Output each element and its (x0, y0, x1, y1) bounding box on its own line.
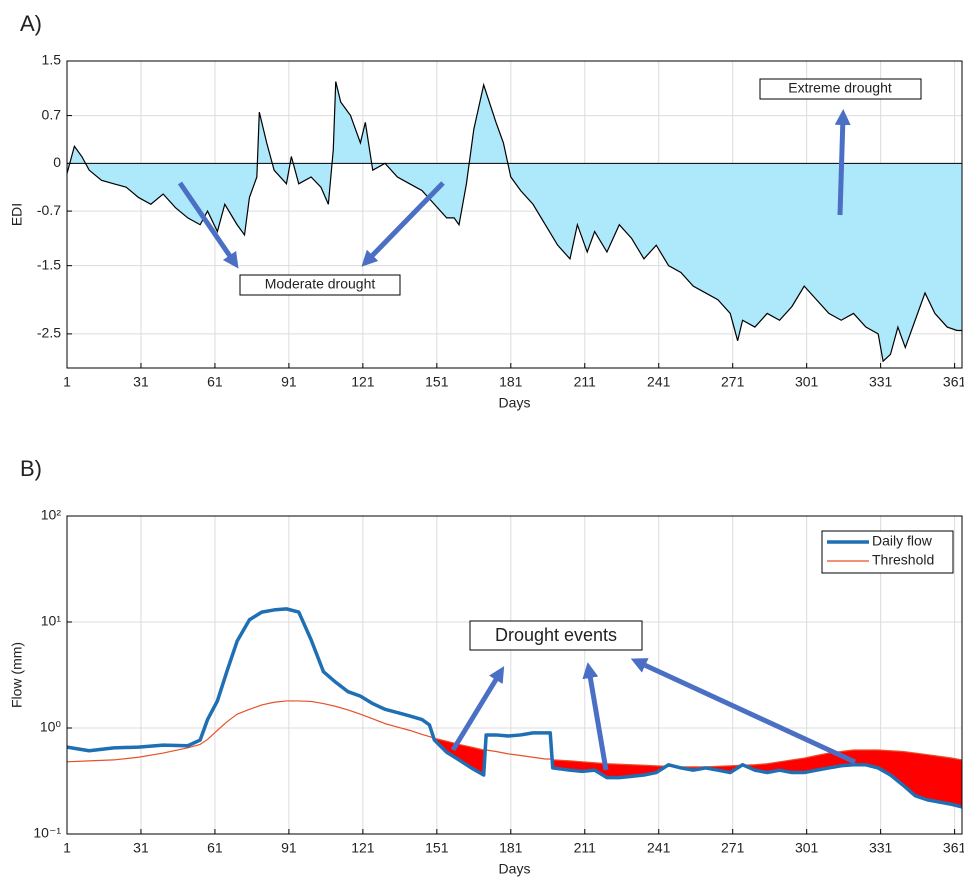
series-line (66, 700, 963, 768)
drought-fill (927, 754, 941, 803)
y-tick-label: 0 (53, 154, 61, 170)
y-tick-label: 10¹ (41, 613, 62, 629)
drought-fill (914, 752, 928, 801)
panel: 1.5 0.7 0 -0.7 -1.5 -2.5 1 31 61 91 121 151 181 211 24… (9, 11, 964, 411)
legend-box (821, 530, 954, 574)
annotation-box (239, 274, 401, 296)
y-axis-label: EDI (9, 203, 25, 226)
x-tick-label: 271 (721, 374, 745, 390)
x-tick-label: 361 (943, 840, 964, 856)
x-tick-label: 181 (499, 840, 523, 856)
x-tick-label: 301 (795, 840, 819, 856)
arrow (834, 109, 851, 216)
axes-border (66, 515, 963, 835)
drought-fill (853, 749, 867, 766)
area-fill (67, 81, 962, 362)
y-tick-label: -1.5 (37, 256, 61, 272)
y-tick-label: 10⁰ (40, 719, 62, 735)
arrow (177, 181, 239, 269)
annotation: Extreme drought (788, 80, 892, 96)
x-tick-label: 211 (574, 374, 597, 390)
drought-fill (951, 757, 963, 808)
annotation-box (759, 78, 922, 100)
x-tick-label: 151 (425, 840, 449, 856)
annotation-box (469, 620, 643, 651)
x-tick-label: 121 (351, 374, 375, 390)
panel: 10⁻¹ 10⁰ 10¹ 10² 1 31 61 91 121 151 181 211 241 271 30… (9, 456, 964, 877)
x-tick-label: 61 (207, 840, 223, 856)
axes-border (66, 60, 963, 369)
x-tick-label: 61 (207, 374, 223, 390)
panel-label: B) (20, 456, 42, 481)
y-tick-label: 1.5 (42, 52, 62, 68)
x-tick-label: 1 (63, 840, 71, 856)
x-tick-label: 31 (133, 374, 149, 390)
arrow (361, 181, 445, 267)
arrow (450, 666, 505, 752)
arrow (582, 662, 609, 771)
series-line (66, 607, 963, 809)
panel-label: A) (20, 11, 42, 36)
annotations-a: Moderate drought Extreme drought (177, 78, 922, 296)
y-tick-label: 10⁻¹ (33, 825, 61, 841)
annotation: Drought events (495, 625, 617, 645)
x-tick-label: 331 (869, 840, 893, 856)
x-tick-label: 31 (133, 840, 149, 856)
y-tick-label: 10² (41, 507, 62, 523)
drought-fill (606, 763, 620, 778)
x-tick-label: 331 (869, 374, 893, 390)
annotations-b: Drought events (450, 620, 857, 771)
x-tick-label: 301 (795, 374, 819, 390)
x-tick-label: 91 (281, 840, 297, 856)
x-tick-label: 211 (574, 840, 597, 856)
drought-fill (939, 756, 953, 805)
x-tick-label: 1 (63, 374, 71, 390)
plots: 1.5 0.7 0 -0.7 -1.5 -2.5 1 31 61 91 121 151 181 211 24… (9, 11, 964, 877)
y-tick-label: -2.5 (37, 325, 61, 341)
x-tick-label: 151 (425, 374, 449, 390)
y-tick-label: 0.7 (42, 106, 62, 122)
legend-label: Threshold (872, 552, 934, 568)
y-axis-label: Flow (mm) (9, 642, 25, 708)
x-axis-label: Days (499, 395, 531, 411)
x-tick-label: 181 (499, 374, 523, 390)
y-tick-label: -0.7 (37, 202, 61, 218)
x-axis-label: Days (499, 861, 531, 877)
x-tick-label: 91 (281, 374, 297, 390)
drought-fill (791, 757, 805, 773)
annotation: Moderate drought (265, 276, 376, 292)
x-tick-label: 271 (721, 840, 745, 856)
arrow (630, 658, 857, 765)
edi-line (66, 81, 962, 363)
legend-label: Daily flow (872, 533, 933, 549)
x-tick-label: 241 (647, 374, 671, 390)
x-tick-label: 241 (647, 840, 671, 856)
plot-area (67, 516, 962, 834)
x-tick-label: 121 (351, 840, 375, 856)
x-tick-label: 361 (943, 374, 964, 390)
